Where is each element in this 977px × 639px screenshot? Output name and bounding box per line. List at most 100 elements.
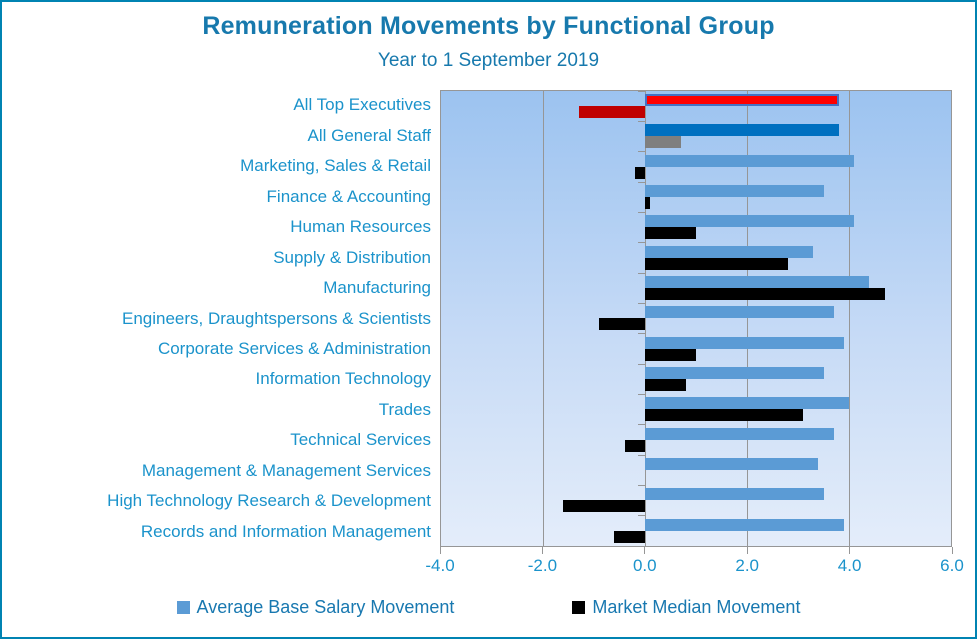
- legend-label: Market Median Movement: [592, 597, 801, 617]
- bar-row: [441, 273, 951, 303]
- category-tick: [638, 120, 645, 122]
- legend-marker-icon: [572, 601, 586, 614]
- category-tick: [638, 424, 645, 426]
- legend: Average Base Salary Movement Market Media…: [2, 597, 975, 618]
- category-tick: [638, 515, 645, 517]
- salary-bar: [645, 367, 824, 379]
- gridline: [848, 91, 850, 546]
- category-label: All General Staff: [307, 125, 431, 145]
- median-bar: [599, 318, 645, 331]
- bar-row: [441, 303, 951, 333]
- category-label: Marketing, Sales & Retail: [240, 156, 431, 176]
- bar-row: [441, 425, 951, 455]
- median-bar: [624, 439, 645, 452]
- zero-axis-line: [644, 91, 646, 546]
- legend-item: Market Median Movement: [572, 597, 800, 618]
- salary-bar: [645, 124, 839, 137]
- bar-row: [441, 455, 951, 485]
- bar-row: [441, 334, 951, 364]
- x-tick-mark: [541, 547, 543, 554]
- category-label: Supply & Distribution: [273, 247, 431, 267]
- category-tick: [638, 242, 645, 244]
- x-tick-label: -2.0: [527, 556, 558, 575]
- category-tick: [638, 181, 645, 183]
- median-bar: [645, 409, 804, 422]
- median-bar: [563, 500, 645, 513]
- category-tick: [638, 90, 645, 92]
- median-bar: [578, 106, 645, 118]
- category-tick: [638, 272, 645, 274]
- category-tick: [638, 211, 645, 213]
- salary-bar: [645, 306, 834, 319]
- category-label: Technical Services: [290, 430, 431, 450]
- plot-area: [440, 90, 952, 547]
- category-tick: [638, 363, 645, 365]
- value-axis: -4.0 -2.0 0.0 2.0 4.0 6.0: [425, 547, 964, 587]
- bar-row: [441, 516, 951, 546]
- category-label: Trades: [378, 399, 431, 419]
- category-label: All Top Executives: [293, 95, 431, 115]
- salary-bar: [645, 458, 819, 470]
- median-bar: [634, 166, 645, 179]
- median-bar: [645, 136, 681, 149]
- x-tick-mark: [439, 547, 441, 554]
- salary-bar: [645, 427, 834, 440]
- salary-bar: [645, 488, 824, 501]
- chart-subtitle: Year to 1 September 2019: [377, 50, 600, 71]
- x-tick-label: -4.0: [425, 556, 455, 575]
- legend-marker-icon: [176, 601, 190, 614]
- salary-bar: [645, 518, 844, 531]
- bar-row: [441, 364, 951, 394]
- median-bar: [645, 257, 788, 270]
- x-tick-mark: [849, 547, 851, 554]
- median-bar: [645, 197, 651, 209]
- category-label: Corporate Services & Administration: [157, 338, 431, 358]
- category-tick: [638, 302, 645, 304]
- salary-bar: [645, 215, 855, 228]
- category-label: Human Resources: [290, 217, 431, 237]
- median-bar: [645, 288, 885, 300]
- category-label: High Technology Research & Development: [107, 491, 431, 511]
- median-bar: [645, 379, 686, 391]
- category-tick: [638, 454, 645, 456]
- bar-row: [441, 152, 951, 182]
- category-tick: [638, 151, 645, 153]
- median-bar: [645, 348, 696, 361]
- x-tick-label: 0.0: [632, 556, 657, 575]
- category-label: Engineers, Draughtspersons & Scientists: [122, 308, 431, 328]
- salary-bar: [645, 154, 855, 167]
- category-label: Finance & Accounting: [266, 186, 431, 206]
- category-label: Records and Information Management: [140, 521, 431, 541]
- gridline: [542, 91, 544, 546]
- x-tick-label: 4.0: [837, 556, 862, 575]
- bar-row: [441, 182, 951, 212]
- category-label: Manufacturing: [323, 278, 431, 298]
- salary-bar: [645, 94, 839, 106]
- category-label: Information Technology: [255, 369, 431, 389]
- x-tick-mark: [746, 547, 748, 554]
- gridline: [746, 91, 748, 546]
- x-tick-mark: [644, 547, 646, 554]
- bar-row: [441, 394, 951, 424]
- salary-bar: [645, 397, 849, 410]
- x-tick-label: 6.0: [940, 556, 964, 575]
- x-tick-mark: [951, 547, 953, 554]
- bar-row: [441, 485, 951, 515]
- legend-label: Average Base Salary Movement: [196, 597, 455, 617]
- chart-title: Remuneration Movements by Functional Gro…: [202, 12, 775, 40]
- category-tick: [638, 393, 645, 395]
- median-bar: [645, 227, 696, 240]
- bar-row: [441, 212, 951, 242]
- category-label: Management & Management Services: [141, 460, 431, 480]
- salary-bar: [645, 336, 844, 349]
- legend-item: Average Base Salary Movement: [176, 597, 455, 618]
- bar-row: [441, 91, 951, 121]
- bar-row: [441, 243, 951, 273]
- median-bar: [614, 530, 645, 543]
- category-tick: [638, 333, 645, 335]
- x-tick-label: 2.0: [735, 556, 760, 575]
- category-tick: [638, 484, 645, 486]
- category-tick: [638, 545, 645, 547]
- salary-bar: [645, 276, 870, 288]
- category-axis-labels: All Top Executives All General Staff Marke…: [2, 90, 440, 547]
